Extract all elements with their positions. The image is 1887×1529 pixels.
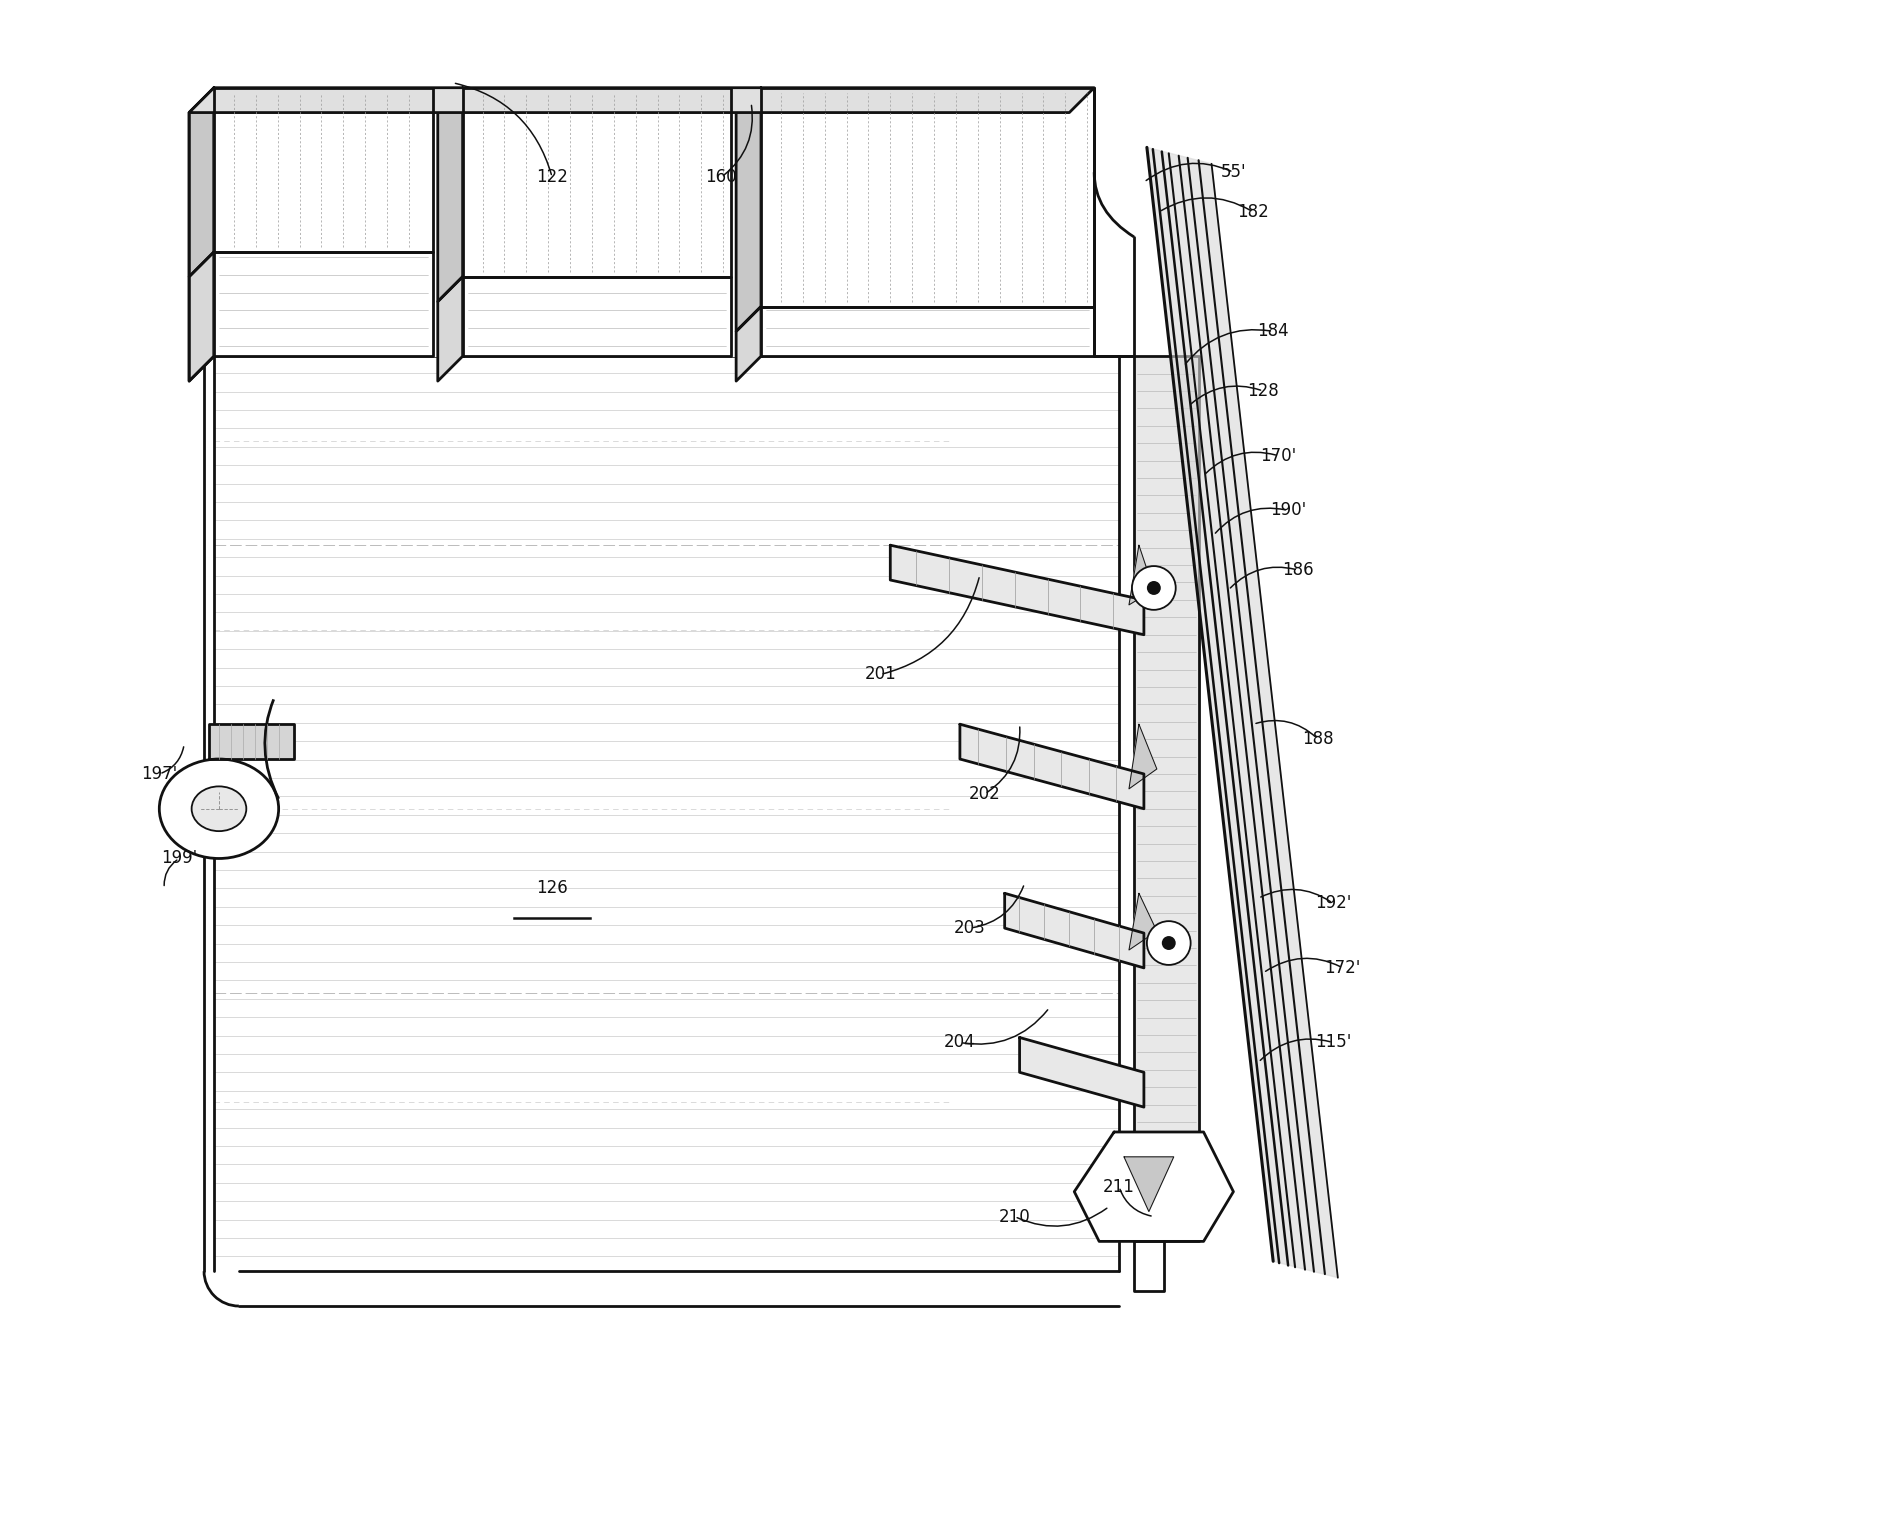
Text: 203: 203: [955, 919, 985, 937]
Polygon shape: [213, 252, 432, 356]
Text: 170': 170': [1261, 446, 1296, 465]
Polygon shape: [891, 546, 1144, 635]
Polygon shape: [438, 87, 462, 301]
Text: 202: 202: [968, 784, 1000, 803]
Polygon shape: [760, 306, 1094, 356]
Text: 186: 186: [1283, 561, 1313, 579]
Text: 55': 55': [1221, 164, 1245, 182]
Polygon shape: [736, 87, 760, 332]
Polygon shape: [462, 277, 730, 356]
Text: 188: 188: [1302, 731, 1334, 748]
Polygon shape: [1128, 546, 1153, 605]
Polygon shape: [760, 87, 1094, 306]
Polygon shape: [1147, 147, 1338, 1278]
Polygon shape: [1019, 1038, 1144, 1107]
Polygon shape: [213, 87, 1094, 356]
Text: 210: 210: [998, 1208, 1030, 1226]
Text: 201: 201: [864, 665, 896, 683]
Text: 211: 211: [1104, 1177, 1134, 1196]
Ellipse shape: [192, 786, 247, 832]
Text: 115': 115': [1315, 1034, 1351, 1052]
Polygon shape: [736, 306, 760, 381]
Polygon shape: [209, 725, 294, 758]
Polygon shape: [213, 87, 432, 252]
Polygon shape: [1074, 1131, 1234, 1242]
Polygon shape: [189, 87, 213, 381]
Polygon shape: [462, 87, 730, 277]
Polygon shape: [189, 87, 1094, 113]
Text: 190': 190': [1270, 502, 1306, 520]
Text: 122: 122: [536, 168, 568, 187]
Text: 182: 182: [1238, 203, 1270, 222]
Circle shape: [1162, 936, 1176, 950]
Circle shape: [1147, 581, 1161, 595]
Polygon shape: [189, 252, 213, 381]
Polygon shape: [1134, 1242, 1164, 1290]
Text: 184: 184: [1257, 323, 1289, 341]
Polygon shape: [1134, 356, 1198, 1242]
Text: 197': 197': [142, 764, 177, 783]
Polygon shape: [189, 87, 213, 277]
Polygon shape: [1125, 1157, 1174, 1211]
Ellipse shape: [159, 758, 279, 858]
Polygon shape: [213, 356, 1119, 1271]
Polygon shape: [1004, 893, 1144, 968]
Polygon shape: [1128, 725, 1157, 789]
Circle shape: [1132, 566, 1176, 610]
Circle shape: [1147, 920, 1191, 965]
Text: 126: 126: [536, 879, 568, 898]
Text: 204: 204: [944, 1034, 976, 1052]
Text: 160: 160: [706, 168, 738, 187]
Polygon shape: [960, 725, 1144, 809]
Text: 199': 199': [160, 850, 198, 867]
Polygon shape: [1128, 893, 1157, 950]
Polygon shape: [438, 277, 462, 381]
Text: 172': 172': [1325, 959, 1361, 977]
Text: 128: 128: [1247, 382, 1279, 401]
Text: 192': 192': [1315, 894, 1351, 913]
